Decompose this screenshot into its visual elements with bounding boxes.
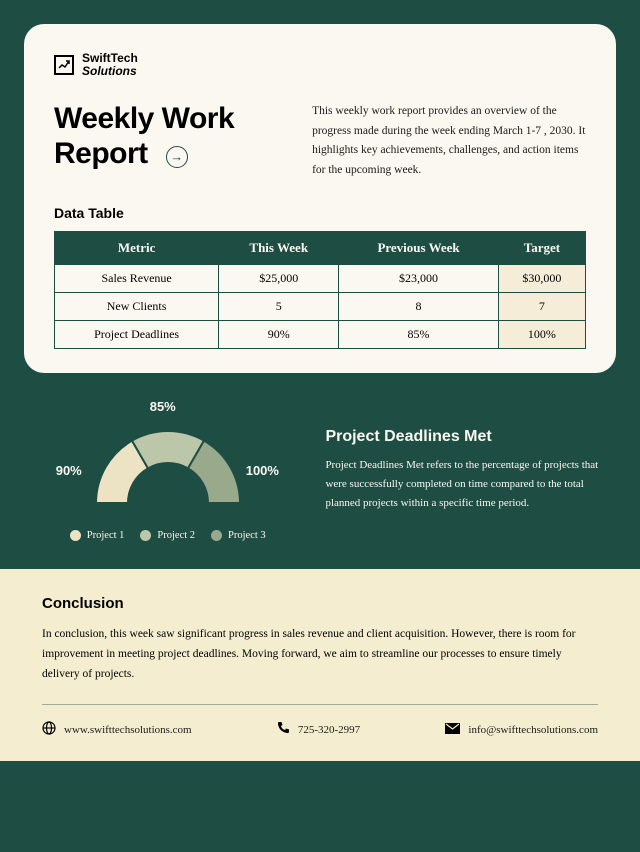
- conclusion-body: In conclusion, this week saw significant…: [42, 624, 598, 684]
- table-cell: $23,000: [339, 264, 499, 292]
- table-row: Sales Revenue$25,000$23,000$30,000: [55, 264, 586, 292]
- table-cell: $30,000: [498, 264, 585, 292]
- report-page: SwiftTech Solutions Weekly Work Report →…: [0, 24, 640, 852]
- contact-email-text: info@swifttechsolutions.com: [468, 724, 598, 736]
- legend-label: Project 2: [157, 530, 195, 541]
- conclusion-section: Conclusion In conclusion, this week saw …: [0, 569, 640, 761]
- table-cell: New Clients: [55, 292, 219, 320]
- legend-item: Project 3: [211, 530, 266, 541]
- header-row: Weekly Work Report → This weekly work re…: [54, 102, 586, 180]
- divider: [42, 704, 598, 705]
- chart-legend: Project 1 Project 2 Project 3: [70, 530, 266, 541]
- legend-label: Project 3: [228, 530, 266, 541]
- logo-text: SwiftTech Solutions: [82, 52, 138, 78]
- contact-web: www.swifttechsolutions.com: [42, 721, 192, 739]
- conclusion-title: Conclusion: [42, 595, 598, 612]
- contact-web-text: www.swifttechsolutions.com: [64, 724, 192, 736]
- report-title: Weekly Work Report →: [54, 102, 288, 171]
- table-cell: 90%: [219, 320, 339, 348]
- arrow-right-icon: →: [166, 146, 188, 168]
- table-header: Metric: [55, 231, 219, 264]
- table-header: Previous Week: [339, 231, 499, 264]
- title-line2: Report: [54, 137, 148, 170]
- middle-section: 90%85%100% Project 1Project 2Project 3 P…: [0, 373, 640, 569]
- table-cell: 5: [219, 292, 339, 320]
- contact-phone: 725-320-2997: [277, 721, 360, 739]
- chart-value-label: 90%: [56, 463, 82, 478]
- semi-donut-chart: 90%85%100%: [68, 401, 268, 516]
- deadlines-title: Project Deadlines Met: [325, 428, 602, 446]
- deadlines-body: Project Deadlines Met refers to the perc…: [325, 456, 602, 514]
- contact-phone-text: 725-320-2997: [298, 724, 360, 736]
- deadlines-text: Project Deadlines Met Project Deadlines …: [325, 428, 602, 514]
- table-header: This Week: [219, 231, 339, 264]
- globe-icon: [42, 721, 56, 739]
- legend-dot-icon: [211, 530, 222, 541]
- table-cell: $25,000: [219, 264, 339, 292]
- table-cell: 100%: [498, 320, 585, 348]
- table-cell: 8: [339, 292, 499, 320]
- legend-item: Project 2: [140, 530, 195, 541]
- phone-icon: [277, 721, 290, 738]
- title-line1: Weekly Work: [54, 102, 234, 135]
- data-table: MetricThis WeekPrevious WeekTarget Sales…: [54, 231, 586, 349]
- title-block: Weekly Work Report →: [54, 102, 288, 180]
- intro-text: This weekly work report provides an over…: [312, 102, 586, 180]
- logo-sub: Solutions: [82, 65, 138, 78]
- table-row: New Clients587: [55, 292, 586, 320]
- table-cell: 85%: [339, 320, 499, 348]
- table-label: Data Table: [54, 205, 586, 221]
- legend-dot-icon: [140, 530, 151, 541]
- table-cell: Sales Revenue: [55, 264, 219, 292]
- logo: SwiftTech Solutions: [54, 52, 586, 78]
- table-header: Target: [498, 231, 585, 264]
- contact-row: www.swifttechsolutions.com 725-320-2997 …: [42, 721, 598, 739]
- legend-item: Project 1: [70, 530, 125, 541]
- top-card: SwiftTech Solutions Weekly Work Report →…: [24, 24, 616, 373]
- table-row: Project Deadlines90%85%100%: [55, 320, 586, 348]
- chart-block: 90%85%100% Project 1Project 2Project 3: [38, 401, 297, 541]
- legend-dot-icon: [70, 530, 81, 541]
- mail-icon: [445, 722, 460, 738]
- chart-value-label: 85%: [150, 399, 176, 414]
- chart-up-icon: [54, 55, 74, 75]
- contact-email: info@swifttechsolutions.com: [445, 721, 598, 739]
- table-cell: Project Deadlines: [55, 320, 219, 348]
- table-cell: 7: [498, 292, 585, 320]
- chart-value-label: 100%: [246, 463, 279, 478]
- legend-label: Project 1: [87, 530, 125, 541]
